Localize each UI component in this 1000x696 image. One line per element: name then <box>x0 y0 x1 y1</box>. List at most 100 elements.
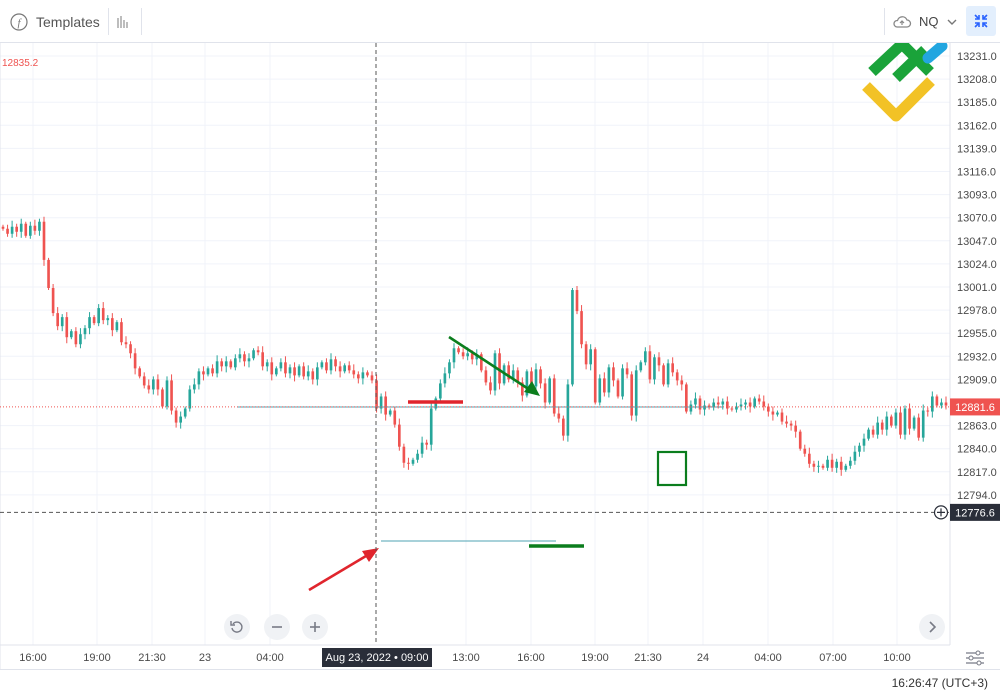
candle <box>10 226 14 234</box>
templates-button[interactable]: Templates <box>36 13 100 30</box>
y-tick-label: 13070.0 <box>957 213 997 225</box>
candle <box>38 221 41 231</box>
candle <box>935 396 939 406</box>
candle <box>612 367 615 381</box>
status-bar: 16:26:47 (UTC+3) <box>0 669 1000 696</box>
candle <box>726 401 729 409</box>
candle <box>584 344 588 365</box>
scroll-right-button[interactable] <box>919 614 945 640</box>
candle <box>580 311 583 345</box>
fullscreen-exit-button[interactable] <box>966 6 996 36</box>
candle <box>343 365 346 372</box>
candle <box>47 259 50 289</box>
reset-icon[interactable] <box>224 614 250 640</box>
symbol-selector[interactable]: NQ <box>919 14 939 29</box>
candle <box>352 370 356 375</box>
toolbar-divider <box>108 8 109 35</box>
zoom-out-button[interactable] <box>264 614 290 640</box>
x-tick-label: 21:30 <box>634 652 662 664</box>
candle <box>625 368 629 375</box>
candle <box>334 359 337 367</box>
candle <box>821 465 825 468</box>
logo <box>862 43 948 122</box>
candle <box>839 461 843 470</box>
candle <box>375 380 378 409</box>
candle <box>685 384 688 412</box>
candle <box>648 351 652 380</box>
candle <box>940 402 943 406</box>
candle <box>452 348 456 363</box>
candle <box>880 422 884 430</box>
price-axis[interactable]: 13231.0 13208.0 13185.0 13162.0 13139.0 13116… <box>949 43 997 645</box>
candle <box>407 462 410 464</box>
candle <box>767 406 770 412</box>
candle <box>179 416 182 423</box>
settings-icon[interactable] <box>966 650 984 666</box>
candle <box>630 374 633 416</box>
candle <box>739 404 743 407</box>
indicators-icon[interactable] <box>115 0 131 43</box>
candle <box>748 402 752 407</box>
cloud-icon[interactable] <box>892 0 912 43</box>
candle <box>275 368 278 375</box>
y-tick-label: 13162.0 <box>957 120 997 132</box>
candle <box>65 317 69 338</box>
candle <box>931 396 934 412</box>
candle <box>183 408 187 417</box>
minus-icon <box>272 626 282 628</box>
candle <box>644 351 647 363</box>
function-icon[interactable]: f <box>10 0 28 43</box>
candle <box>133 353 137 369</box>
candle <box>15 226 18 232</box>
red-arrow <box>308 548 379 592</box>
candle <box>439 383 442 399</box>
candle <box>197 371 201 385</box>
candle <box>511 370 515 380</box>
candle <box>83 328 87 335</box>
y-tick-label: 13208.0 <box>957 74 997 86</box>
toolbar-divider <box>141 8 142 35</box>
x-tick-label: 13:00 <box>452 652 480 664</box>
candle <box>220 361 223 367</box>
candle <box>224 361 228 367</box>
y-tick-label: 13024.0 <box>957 259 997 271</box>
candle <box>735 406 738 410</box>
candle <box>448 362 451 374</box>
candle <box>548 378 551 403</box>
candle <box>279 362 283 369</box>
candle <box>607 367 611 393</box>
candle <box>156 379 160 390</box>
candle <box>302 366 305 377</box>
candle <box>771 411 775 415</box>
candle <box>867 429 870 439</box>
candle <box>858 445 861 452</box>
chevron-down-icon[interactable] <box>946 0 958 43</box>
candle <box>917 417 920 438</box>
candle <box>484 370 488 383</box>
candle <box>325 362 328 371</box>
candle <box>311 371 315 380</box>
candle <box>921 410 925 438</box>
zoom-in-button[interactable] <box>302 614 328 640</box>
candle <box>753 398 756 407</box>
candle <box>849 460 852 466</box>
crosshair <box>0 43 950 645</box>
candle <box>557 413 561 419</box>
candle <box>894 412 898 426</box>
candle <box>876 422 879 435</box>
candle <box>470 353 474 360</box>
toolbar-divider <box>884 8 885 35</box>
candle <box>19 223 23 232</box>
candle <box>229 361 233 368</box>
candle <box>42 221 46 260</box>
candle <box>475 354 479 360</box>
y-tick-label: 13185.0 <box>957 97 997 109</box>
time-axis[interactable]: 16:00 19:00 21:30 23 04:00 13:00 16:00 19:00 21:… <box>0 644 950 664</box>
candle <box>525 371 529 396</box>
candle <box>256 350 260 353</box>
candle <box>666 363 670 385</box>
candle <box>6 228 9 234</box>
candle <box>284 362 287 374</box>
price-chart[interactable]: 13231.0 13208.0 13185.0 13162.0 13139.0 13116… <box>0 43 1000 669</box>
candle <box>416 453 419 460</box>
